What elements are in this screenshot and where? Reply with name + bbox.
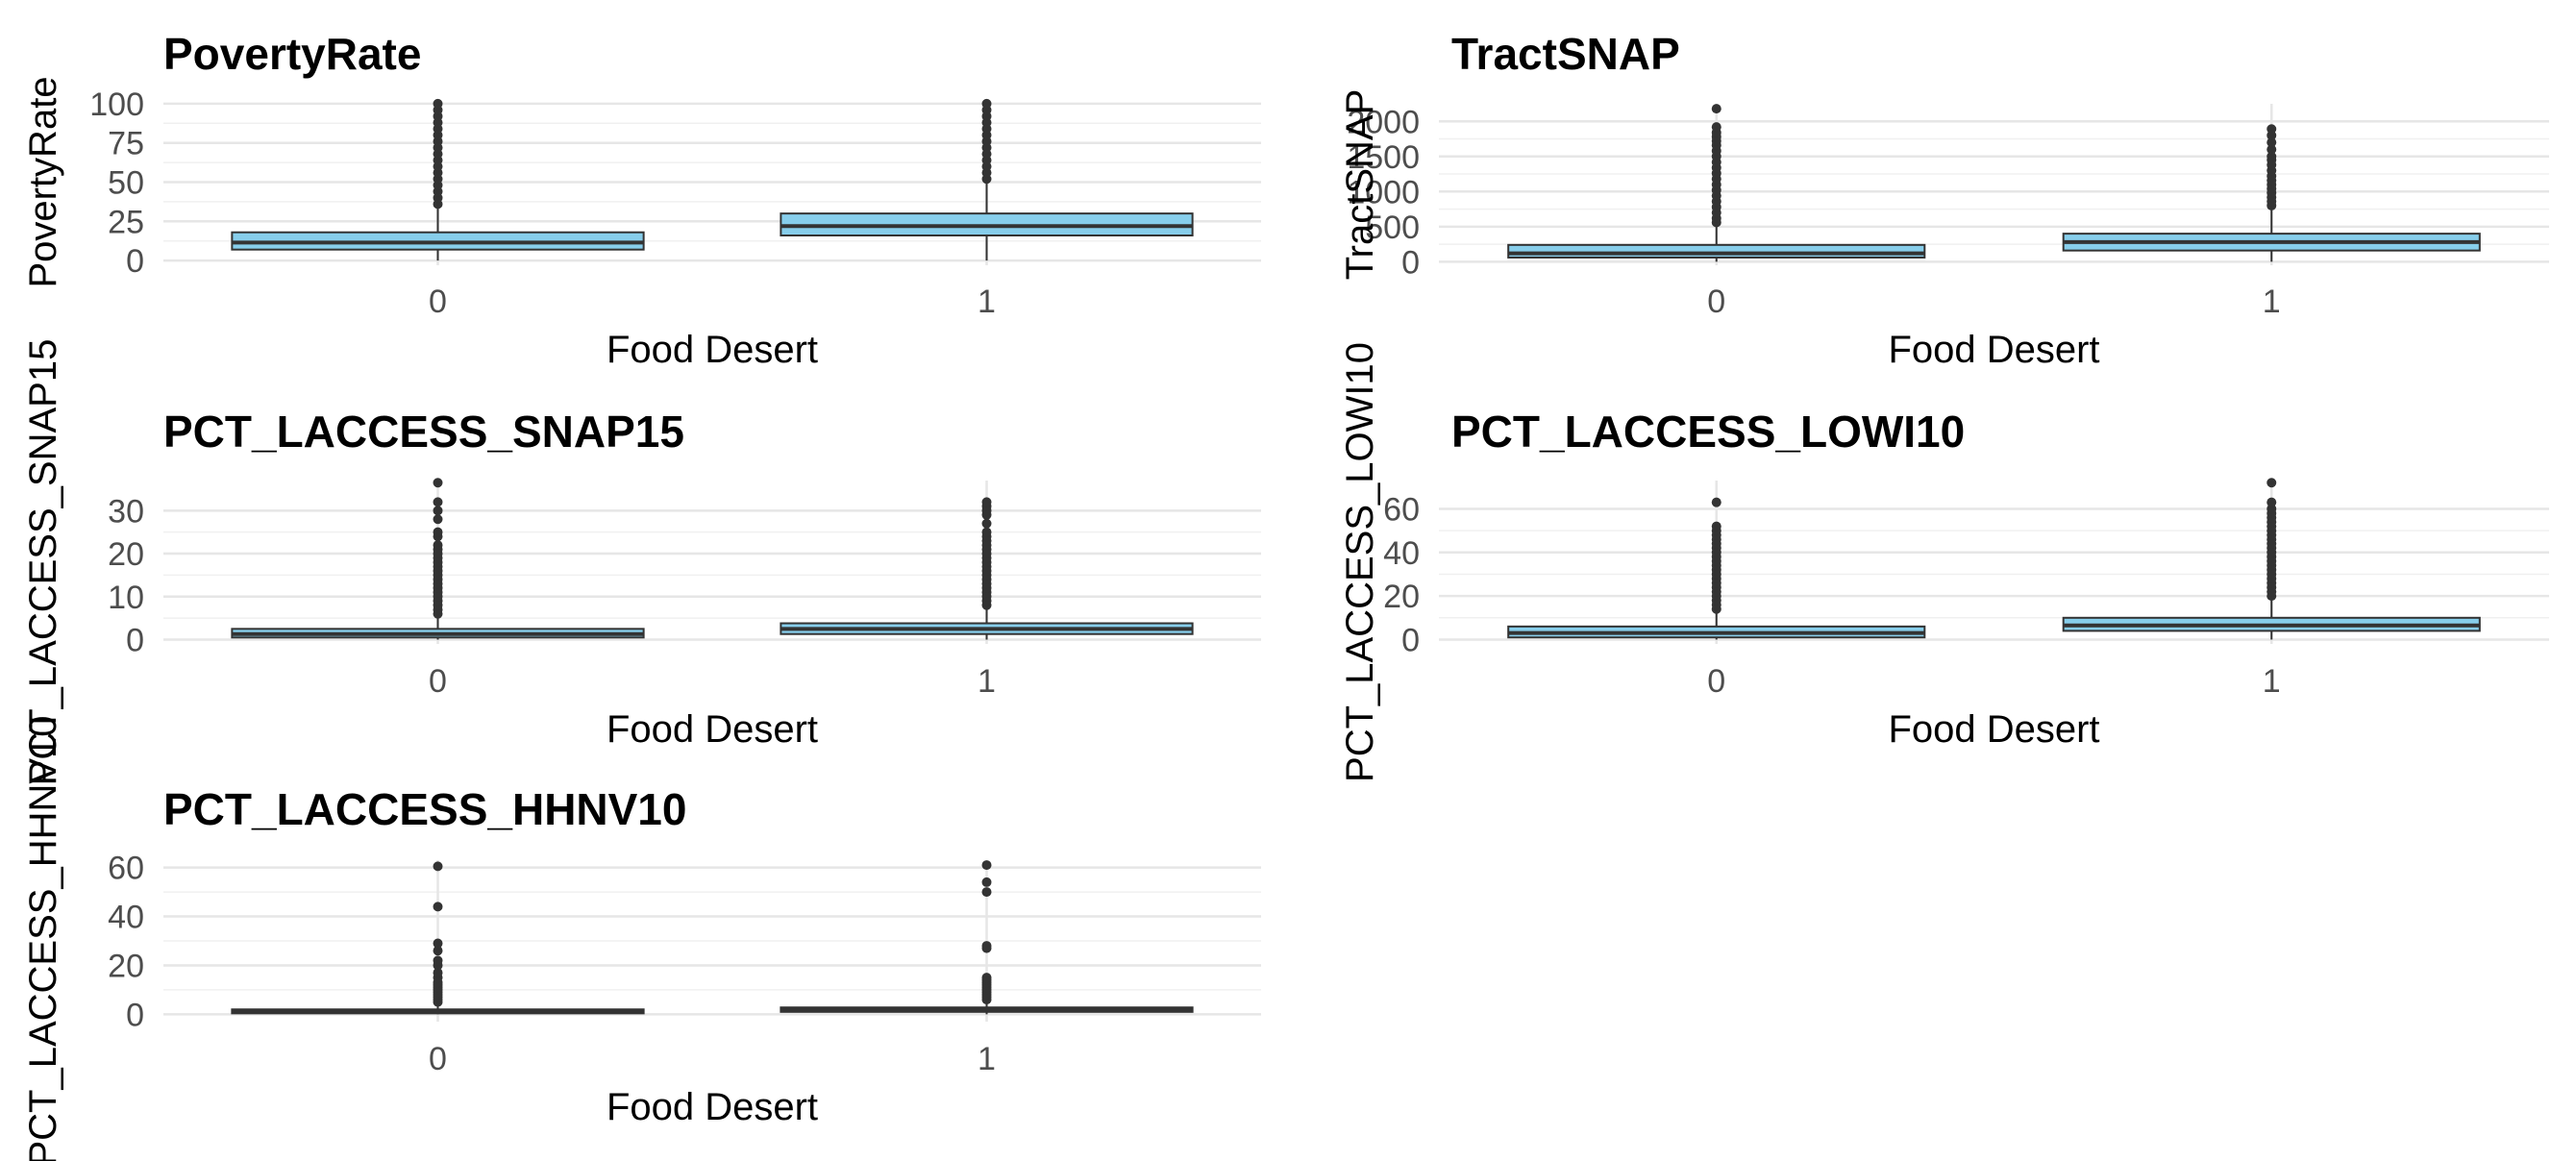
outlier-point (981, 98, 992, 109)
y-tick-label: 30 (108, 493, 144, 530)
y-axis-title: PovertyRate (22, 76, 64, 287)
outlier-point (433, 955, 443, 966)
y-tick-label: 40 (108, 900, 144, 936)
box-iqr (1507, 243, 1926, 259)
y-tick-label: 10 (108, 580, 144, 616)
outlier-point (981, 941, 992, 951)
y-tick-label: 0 (126, 623, 144, 659)
outlier-point (2266, 124, 2277, 135)
outlier-point (433, 540, 443, 551)
outlier-point (981, 860, 992, 871)
outlier-point (433, 98, 443, 109)
x-tick-label: 0 (429, 284, 447, 320)
y-tick-label: 0 (1401, 244, 1420, 281)
outlier-point (981, 518, 992, 529)
outlier-point (1711, 122, 1721, 133)
y-tick-label: 75 (108, 126, 144, 162)
outlier-point (981, 973, 992, 983)
y-tick-label: 0 (126, 997, 144, 1033)
x-tick-label: 0 (1707, 284, 1725, 320)
outlier-point (1711, 497, 1721, 507)
y-tick-label: 60 (108, 851, 144, 887)
y-tick-label: 25 (108, 204, 144, 240)
y-tick-label: 1000 (1347, 174, 1420, 210)
y-tick-label: 40 (1383, 535, 1420, 572)
y-tick-label: 100 (89, 86, 144, 123)
y-tick-label: 0 (1401, 622, 1420, 658)
outlier-point (1711, 521, 1721, 531)
y-axis-title: PCT_LACCESS_SNAP15 (22, 339, 64, 786)
x-tick-label: 1 (2263, 663, 2281, 700)
outlier-point (433, 497, 443, 507)
y-tick-label: 20 (108, 948, 144, 984)
y-tick-label: 20 (1383, 579, 1420, 615)
panel-title: PCT_LACCESS_LOWI10 (1451, 407, 1965, 457)
outlier-point (2266, 497, 2277, 507)
x-tick-label: 1 (978, 284, 996, 320)
y-tick-label: 20 (108, 536, 144, 573)
outlier-point (981, 877, 992, 887)
outlier-point (433, 514, 443, 525)
y-tick-label: 50 (108, 165, 144, 202)
facet-panel: 0 10 20 30 0 1 PCT_LACCESS_SNAP15 Food Desert PC… (22, 339, 1261, 786)
y-tick-label: 60 (1383, 491, 1420, 528)
outlier-point (1711, 104, 1721, 114)
outlier-point (433, 527, 443, 537)
outlier-point (2266, 478, 2277, 488)
outlier-point (981, 887, 992, 898)
y-axis-title: PCT_LACCESS_HHNV10 (22, 715, 64, 1161)
x-tick-label: 1 (2263, 284, 2281, 320)
outlier-point (433, 861, 443, 872)
y-axis-title: TractSNAP (1339, 89, 1381, 281)
outlier-point (433, 938, 443, 949)
y-tick-label: 0 (126, 243, 144, 280)
x-axis-title: Food Desert (607, 329, 818, 371)
panel-title: PCT_LACCESS_HHNV10 (163, 784, 686, 834)
x-axis-title: Food Desert (607, 708, 818, 751)
x-axis-title: Food Desert (1888, 708, 2099, 751)
y-tick-label: 2000 (1347, 104, 1420, 140)
x-tick-label: 1 (978, 663, 996, 700)
x-axis-title: Food Desert (607, 1086, 818, 1128)
panel-title: PCT_LACCESS_SNAP15 (163, 407, 684, 457)
outlier-point (2266, 151, 2277, 161)
outlier-point (433, 902, 443, 912)
y-axis-title: PCT_LACCESS_LOWI10 (1339, 342, 1381, 782)
outlier-point (2266, 144, 2277, 155)
x-axis-title: Food Desert (1888, 329, 2099, 371)
outlier-point (981, 527, 992, 537)
outlier-point (433, 946, 443, 956)
facet-panel: 0 20 40 60 0 1 PCT_LACCESS_LOWI10 Food Desert PC… (1339, 342, 2549, 782)
outlier-point (2266, 137, 2277, 148)
x-tick-label: 0 (429, 663, 447, 700)
x-tick-label: 1 (978, 1041, 996, 1077)
outlier-point (981, 497, 992, 507)
facet-panel: 0 20 40 60 0 1 PCT_LACCESS_HHNV10 Food Desert PC… (22, 715, 1261, 1161)
x-tick-label: 0 (429, 1041, 447, 1077)
outlier-point (433, 506, 443, 516)
x-tick-label: 0 (1707, 663, 1725, 700)
outlier-point (433, 478, 443, 488)
panel-title: TractSNAP (1451, 29, 1680, 79)
panel-title: PovertyRate (163, 29, 421, 79)
y-tick-label: 1500 (1347, 139, 1420, 176)
y-tick-label: 500 (1365, 210, 1420, 246)
outlier-point (433, 968, 443, 978)
